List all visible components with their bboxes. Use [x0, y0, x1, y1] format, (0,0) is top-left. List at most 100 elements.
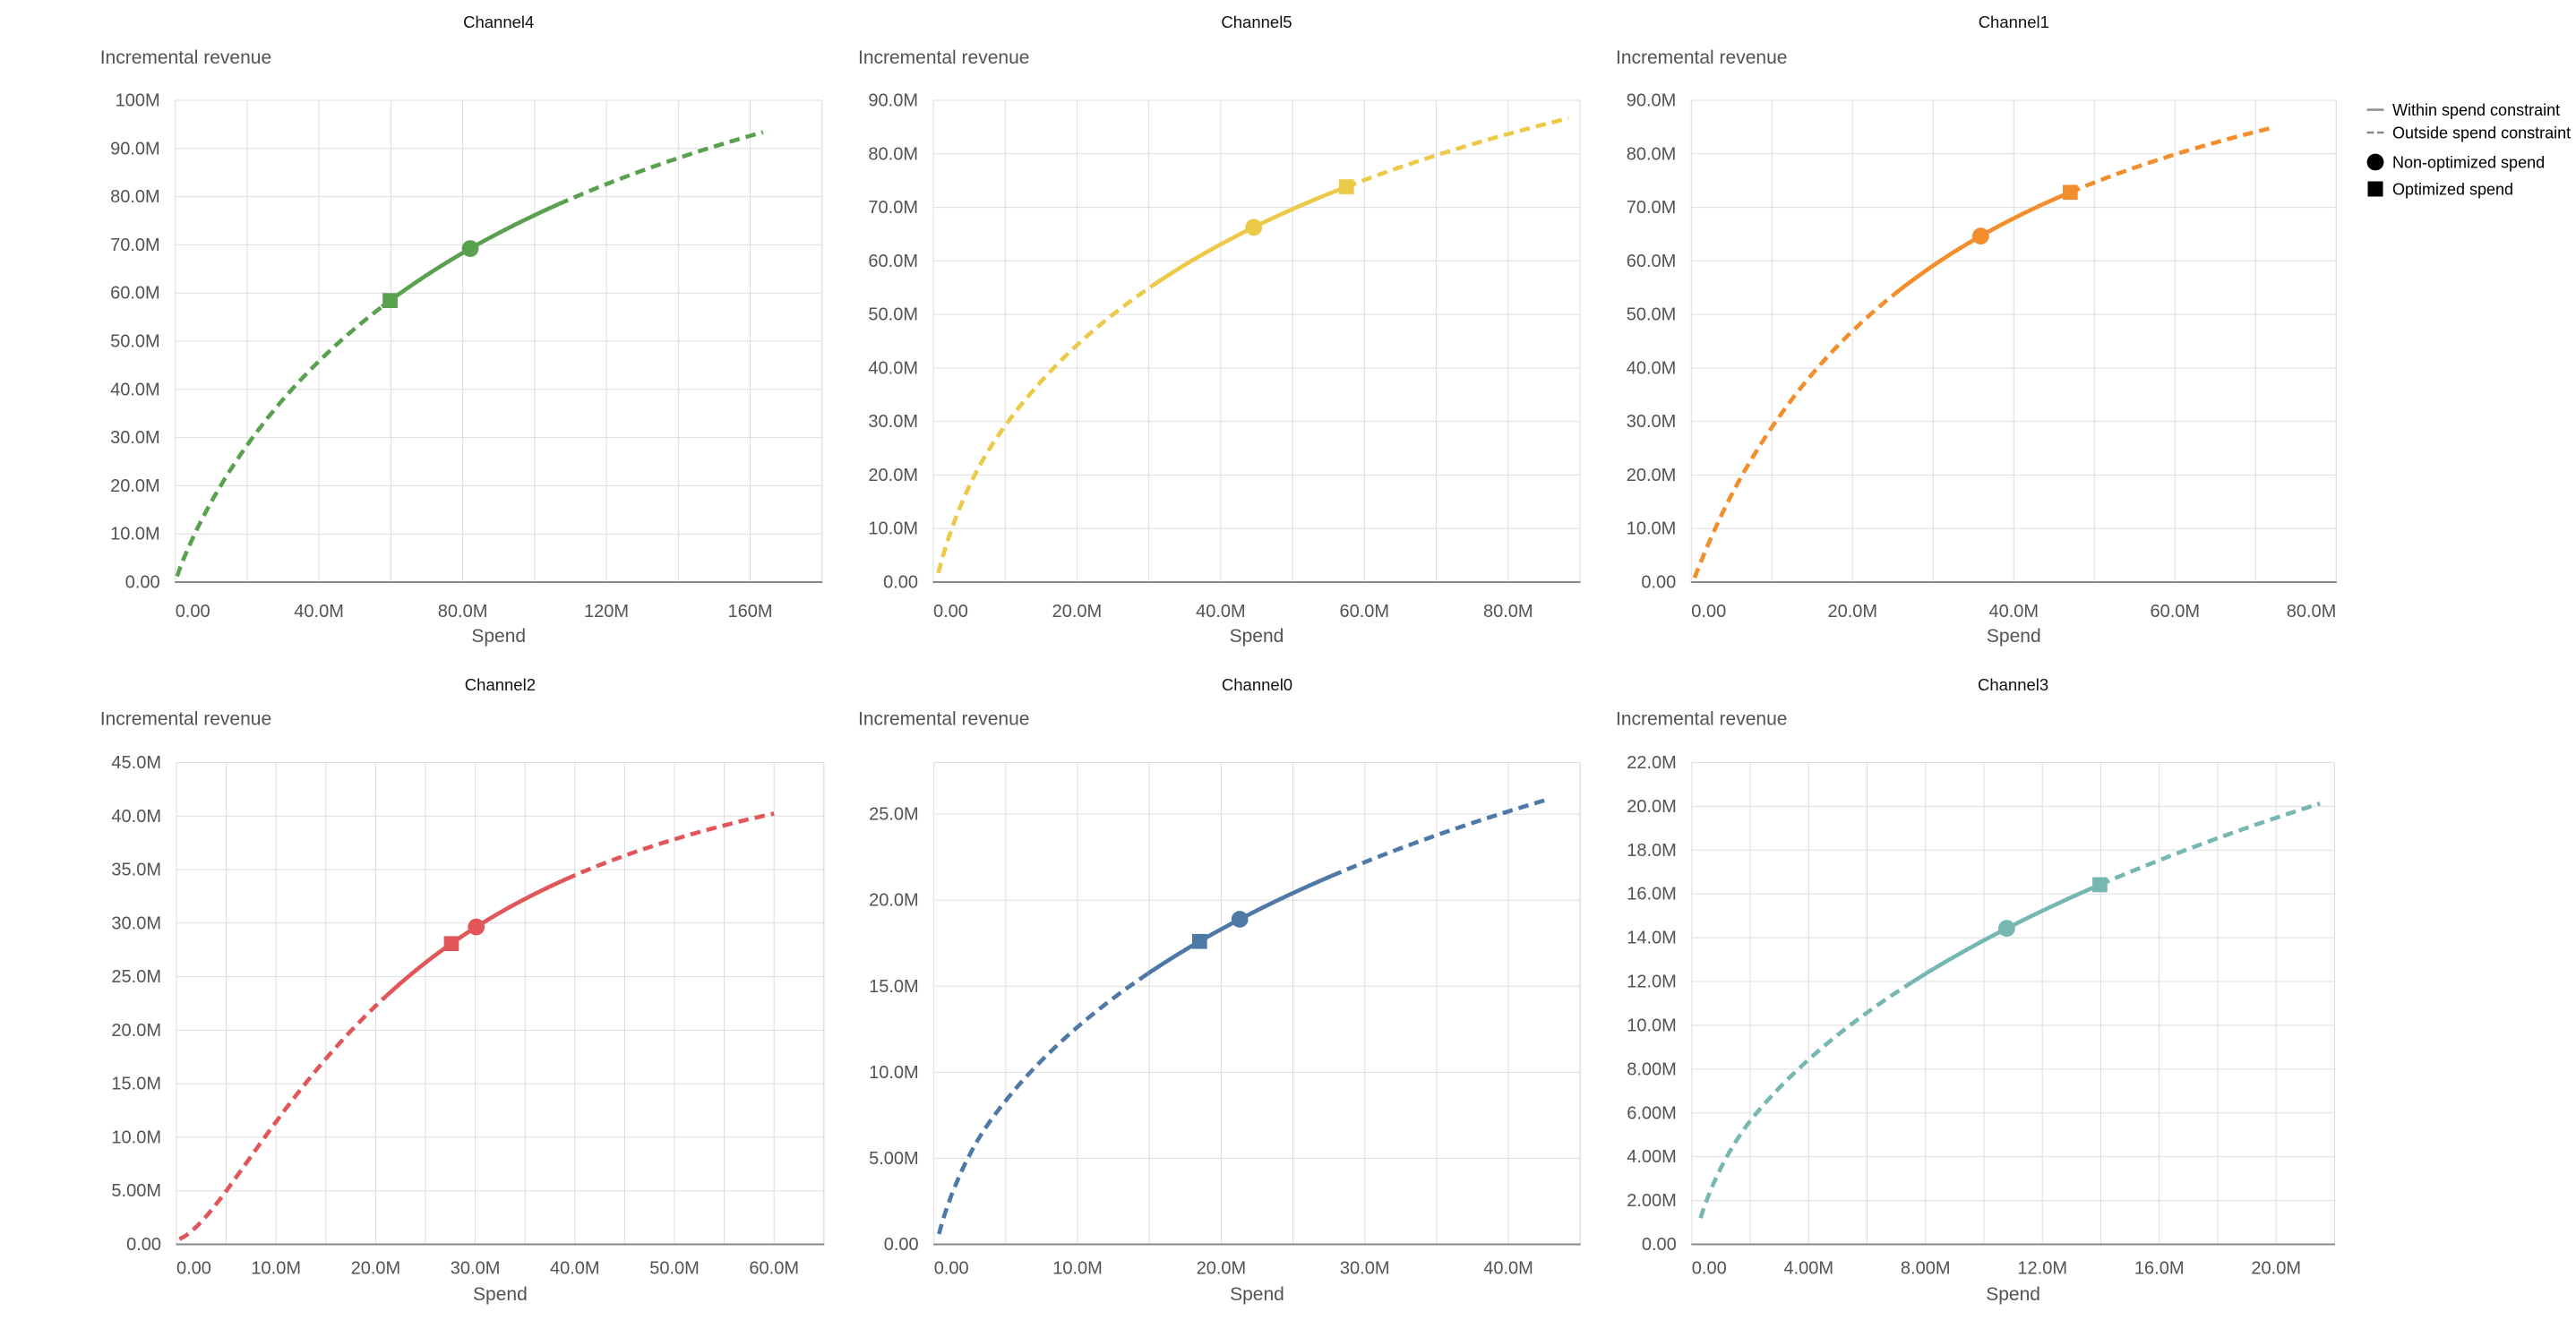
svg-text:0.00: 0.00	[1642, 1235, 1677, 1255]
svg-text:Optimized spend: Optimized spend	[2392, 180, 2513, 198]
svg-text:40.0M: 40.0M	[1989, 602, 2039, 621]
svg-text:12.0M: 12.0M	[1627, 973, 1677, 992]
svg-text:10.0M: 10.0M	[1627, 519, 1677, 539]
svg-text:14.0M: 14.0M	[1627, 929, 1677, 948]
svg-text:0.00: 0.00	[1692, 1259, 1727, 1279]
svg-text:5.00M: 5.00M	[111, 1181, 161, 1201]
svg-text:Channel1: Channel1	[1979, 13, 2049, 31]
svg-text:80.0M: 80.0M	[2287, 602, 2337, 621]
svg-text:40.0M: 40.0M	[1196, 602, 1246, 621]
svg-text:8.00M: 8.00M	[1627, 1059, 1677, 1079]
svg-text:50.0M: 50.0M	[649, 1259, 700, 1279]
svg-text:40.0M: 40.0M	[294, 602, 344, 621]
svg-text:80.0M: 80.0M	[868, 144, 918, 164]
svg-text:4.00M: 4.00M	[1784, 1259, 1834, 1279]
svg-text:20.0M: 20.0M	[1197, 1259, 1247, 1279]
svg-text:0.00: 0.00	[1641, 573, 1676, 593]
svg-text:50.0M: 50.0M	[868, 305, 918, 325]
svg-text:35.0M: 35.0M	[111, 861, 161, 880]
svg-text:60.0M: 60.0M	[868, 252, 918, 271]
svg-text:Channel3: Channel3	[1978, 675, 2048, 694]
svg-text:18.0M: 18.0M	[1627, 841, 1677, 861]
svg-text:Incremental revenue: Incremental revenue	[1616, 709, 1787, 730]
svg-text:0.00: 0.00	[1691, 602, 1726, 621]
svg-text:20.0M: 20.0M	[110, 476, 160, 496]
svg-text:6.00M: 6.00M	[1627, 1103, 1677, 1123]
svg-text:10.0M: 10.0M	[869, 1063, 919, 1083]
svg-text:Spend: Spend	[1230, 626, 1284, 647]
svg-text:15.0M: 15.0M	[111, 1075, 161, 1094]
svg-text:120M: 120M	[584, 602, 629, 621]
svg-text:0.00: 0.00	[933, 602, 968, 621]
svg-text:20.0M: 20.0M	[1828, 602, 1878, 621]
svg-text:Spend: Spend	[1987, 626, 2041, 647]
svg-text:Spend: Spend	[473, 1284, 528, 1305]
svg-text:20.0M: 20.0M	[869, 891, 919, 911]
svg-text:80.0M: 80.0M	[1483, 602, 1533, 621]
svg-text:100M: 100M	[116, 91, 160, 111]
svg-text:60.0M: 60.0M	[1627, 252, 1677, 271]
svg-text:Incremental revenue: Incremental revenue	[858, 47, 1029, 68]
svg-text:22.0M: 22.0M	[1627, 753, 1677, 773]
svg-text:16.0M: 16.0M	[2134, 1259, 2185, 1279]
svg-text:40.0M: 40.0M	[1627, 358, 1677, 378]
svg-text:10.0M: 10.0M	[110, 525, 160, 544]
svg-text:12.0M: 12.0M	[2017, 1259, 2067, 1279]
svg-text:Incremental revenue: Incremental revenue	[100, 47, 271, 68]
svg-text:Incremental revenue: Incremental revenue	[1616, 47, 1787, 68]
svg-text:Outside spend constraint: Outside spend constraint	[2392, 124, 2571, 141]
svg-text:0.00: 0.00	[176, 602, 210, 621]
svg-text:0.00: 0.00	[883, 573, 918, 593]
svg-text:20.0M: 20.0M	[2251, 1259, 2301, 1279]
svg-text:20.0M: 20.0M	[111, 1021, 161, 1041]
svg-text:160M: 160M	[727, 602, 772, 621]
svg-text:25.0M: 25.0M	[869, 805, 919, 825]
svg-text:30.0M: 30.0M	[1627, 412, 1677, 432]
svg-text:40.0M: 40.0M	[550, 1259, 600, 1279]
svg-text:30.0M: 30.0M	[110, 428, 160, 448]
svg-text:10.0M: 10.0M	[251, 1259, 301, 1279]
svg-text:60.0M: 60.0M	[1340, 602, 1390, 621]
svg-text:10.0M: 10.0M	[111, 1127, 161, 1147]
svg-text:4.00M: 4.00M	[1627, 1147, 1677, 1167]
svg-text:Channel4: Channel4	[463, 13, 534, 31]
svg-text:25.0M: 25.0M	[111, 967, 161, 987]
svg-text:30.0M: 30.0M	[1340, 1259, 1390, 1279]
svg-text:60.0M: 60.0M	[2151, 602, 2201, 621]
svg-text:Spend: Spend	[1230, 1284, 1284, 1305]
svg-text:10.0M: 10.0M	[1052, 1259, 1103, 1279]
svg-text:30.0M: 30.0M	[111, 913, 161, 933]
svg-text:Channel0: Channel0	[1222, 675, 1292, 694]
svg-text:60.0M: 60.0M	[749, 1259, 799, 1279]
svg-text:Channel2: Channel2	[465, 675, 536, 694]
svg-text:0.00: 0.00	[125, 573, 160, 593]
svg-text:Within spend constraint: Within spend constraint	[2392, 101, 2560, 119]
svg-text:90.0M: 90.0M	[868, 91, 918, 111]
svg-text:10.0M: 10.0M	[868, 519, 918, 539]
svg-text:15.0M: 15.0M	[869, 977, 919, 997]
svg-text:20.0M: 20.0M	[1627, 466, 1677, 485]
svg-text:20.0M: 20.0M	[1052, 602, 1103, 621]
svg-text:40.0M: 40.0M	[110, 380, 160, 399]
svg-text:40.0M: 40.0M	[1483, 1259, 1533, 1279]
svg-text:50.0M: 50.0M	[1627, 305, 1677, 325]
svg-text:80.0M: 80.0M	[110, 187, 160, 207]
svg-text:70.0M: 70.0M	[868, 198, 918, 218]
svg-text:90.0M: 90.0M	[110, 139, 160, 159]
svg-text:50.0M: 50.0M	[110, 332, 160, 352]
svg-text:2.00M: 2.00M	[1627, 1191, 1677, 1211]
svg-text:16.0M: 16.0M	[1627, 885, 1677, 904]
svg-text:5.00M: 5.00M	[869, 1149, 919, 1169]
svg-text:70.0M: 70.0M	[1627, 198, 1677, 218]
svg-text:60.0M: 60.0M	[110, 284, 160, 304]
svg-text:Spend: Spend	[1986, 1284, 2040, 1305]
svg-text:Channel5: Channel5	[1221, 13, 1292, 31]
svg-text:0.00: 0.00	[884, 1235, 919, 1255]
svg-text:40.0M: 40.0M	[868, 358, 918, 378]
svg-text:Incremental revenue: Incremental revenue	[858, 709, 1029, 730]
svg-text:0.00: 0.00	[176, 1259, 211, 1279]
svg-text:20.0M: 20.0M	[1627, 797, 1677, 817]
svg-text:70.0M: 70.0M	[110, 236, 160, 255]
svg-text:90.0M: 90.0M	[1627, 91, 1677, 111]
svg-text:20.0M: 20.0M	[868, 466, 918, 485]
